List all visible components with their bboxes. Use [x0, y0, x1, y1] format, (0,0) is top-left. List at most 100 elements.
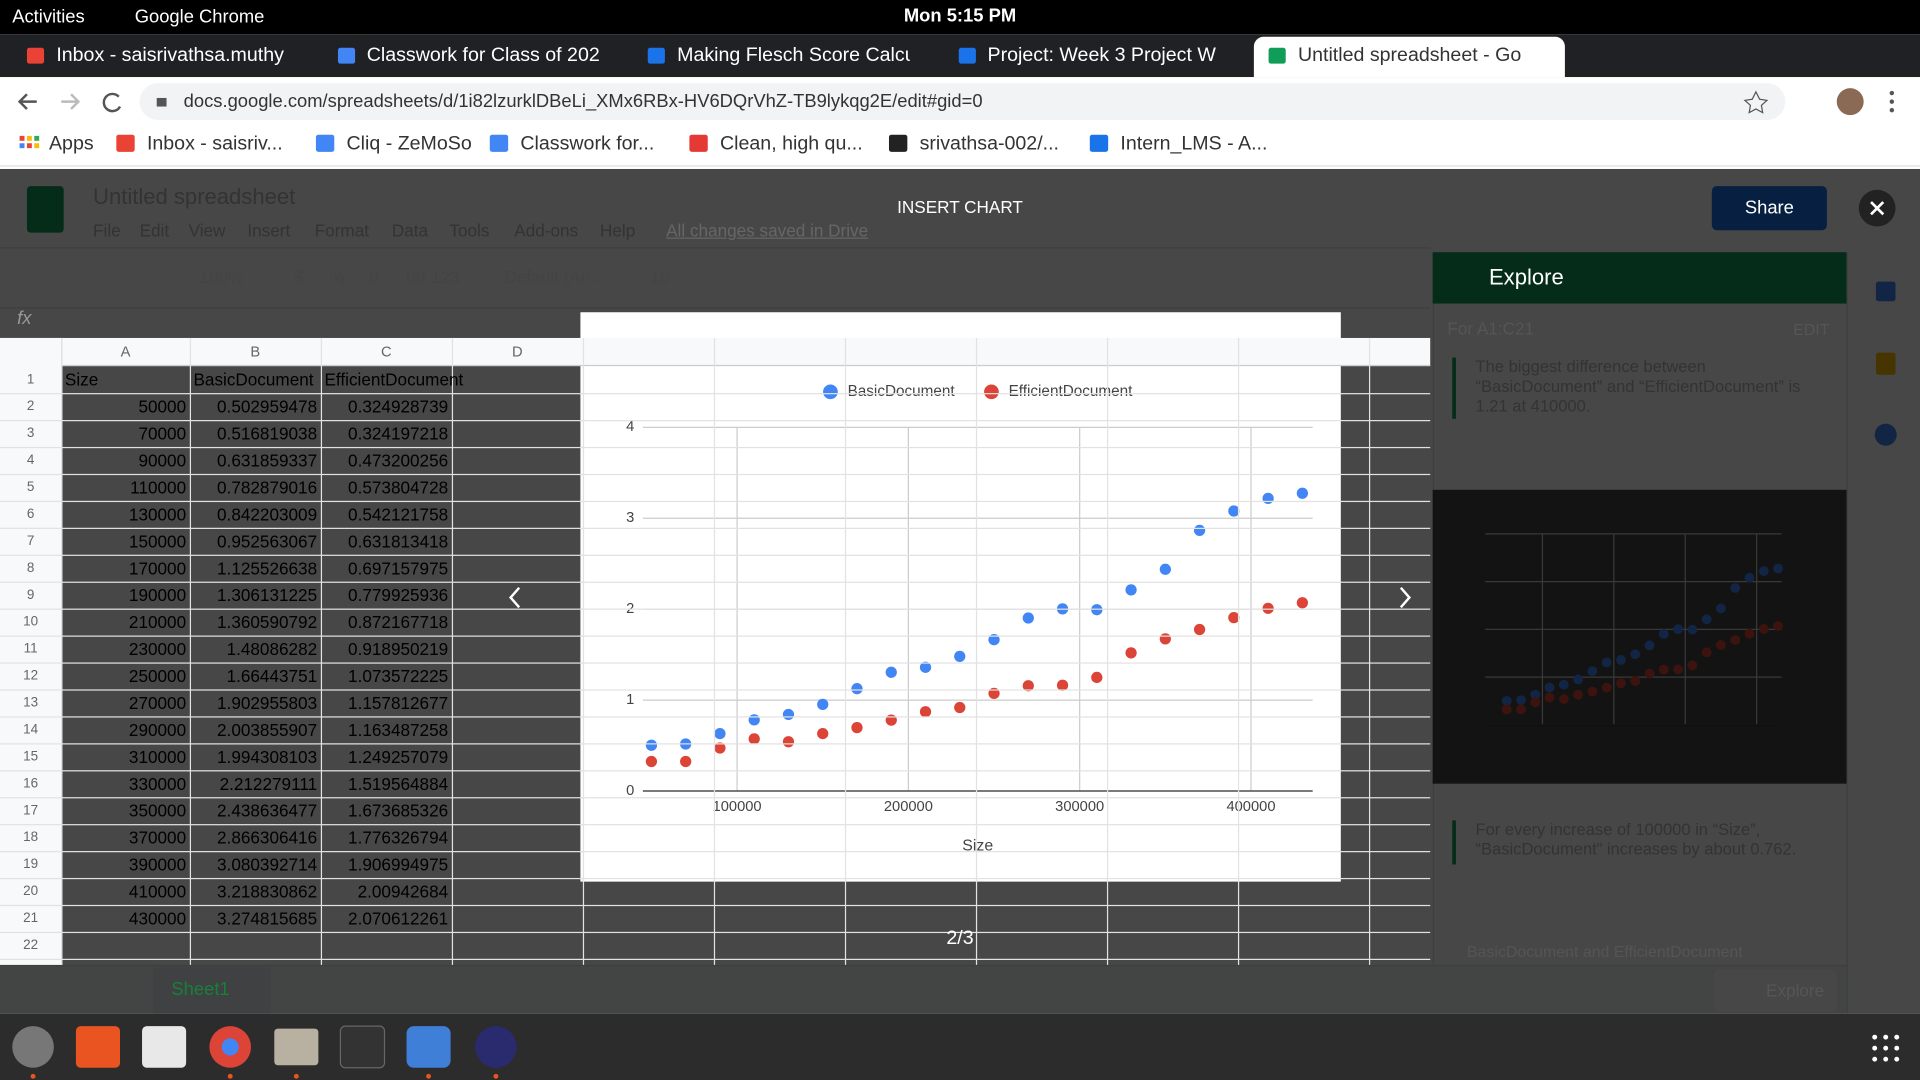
cell[interactable]: 1.306131225 [217, 585, 318, 605]
row-number[interactable]: 13 [23, 695, 39, 711]
tab-title[interactable]: Making Flesch Score Calcu [677, 45, 910, 67]
row-number[interactable]: 11 [23, 641, 38, 657]
cell[interactable]: 250000 [128, 666, 187, 686]
bookmark[interactable]: Clean, high qu... [720, 133, 863, 155]
tab-title[interactable]: Project: Week 3 Project W [987, 45, 1216, 67]
row-number[interactable]: 3 [26, 426, 35, 441]
menu-item[interactable]: Add-ons [514, 220, 579, 240]
cell[interactable]: 0.473200256 [348, 450, 449, 471]
cell[interactable]: 1.519564884 [348, 773, 449, 794]
cell[interactable]: 1.125526638 [217, 558, 318, 578]
row-number[interactable]: 8 [26, 560, 35, 576]
explore-edit[interactable]: EDIT [1793, 320, 1830, 339]
tab-title[interactable]: Classwork for Class of 202 [366, 45, 600, 67]
tab-title[interactable]: Untitled spreadsheet - Go [1297, 45, 1522, 67]
row-number[interactable]: 12 [23, 668, 39, 684]
cell[interactable]: 150000 [128, 531, 187, 552]
omnibox[interactable] [139, 83, 1786, 120]
cell[interactable]: 2.00942684 [357, 881, 449, 902]
url[interactable]: docs.google.com/spreadsheets/d/1i82lzurk… [183, 91, 983, 113]
cell[interactable]: 270000 [128, 693, 187, 713]
share-label[interactable]: Share [1744, 197, 1794, 219]
cell[interactable]: EfficientDocument [324, 369, 464, 390]
cell[interactable]: 1.994308103 [217, 746, 318, 767]
cell[interactable]: 350000 [128, 800, 187, 821]
cell[interactable]: 0.697157975 [348, 558, 449, 578]
row-number[interactable]: 16 [23, 776, 39, 792]
cell[interactable]: 290000 [128, 720, 187, 740]
cell[interactable]: 0.324197218 [348, 423, 449, 444]
cell[interactable]: 370000 [128, 827, 187, 848]
cell[interactable]: 1.48086282 [226, 639, 318, 659]
cell[interactable]: 230000 [128, 639, 187, 659]
row-number[interactable]: 5 [26, 480, 35, 495]
menu-item[interactable]: Insert [247, 220, 291, 240]
cell[interactable]: 1.902955803 [217, 693, 318, 713]
cell[interactable]: 0.631859337 [217, 450, 318, 471]
cell[interactable]: 0.631813418 [348, 531, 449, 552]
menu-item[interactable]: Format [314, 220, 369, 240]
cell[interactable]: 210000 [128, 612, 187, 632]
toolbar-item[interactable]: 123 [431, 266, 460, 287]
doc-title[interactable]: Untitled spreadsheet [93, 184, 296, 209]
toolbar-item[interactable]: .0 [364, 266, 380, 287]
menu-item[interactable]: Help [600, 220, 636, 240]
toolbar-item[interactable]: .00 [401, 266, 426, 287]
row-number[interactable]: 9 [26, 587, 35, 603]
cell[interactable]: 2.003855907 [217, 720, 318, 740]
menu-item[interactable]: View [188, 220, 226, 240]
clock[interactable]: Mon 5:15 PM [903, 5, 1017, 27]
toolbar-item[interactable]: % [329, 266, 345, 287]
row-number[interactable]: 18 [23, 830, 39, 845]
app-menu[interactable]: Google Chrome [134, 6, 265, 28]
cell[interactable]: 0.952563067 [217, 531, 318, 552]
cell[interactable]: 410000 [128, 881, 187, 902]
cell[interactable]: 2.212279111 [219, 773, 318, 794]
column-header[interactable]: A [120, 342, 131, 360]
cell[interactable]: 0.779925936 [348, 585, 449, 605]
cell[interactable]: 0.502959478 [217, 396, 318, 417]
bookmark[interactable]: Cliq - ZeMoSo [346, 133, 472, 155]
toolbar-item[interactable]: $ [293, 266, 304, 287]
cell[interactable]: 110000 [130, 477, 187, 498]
bookmark[interactable]: Inbox - saisriv... [146, 133, 283, 155]
cell[interactable]: 190000 [128, 585, 187, 605]
cell[interactable]: Size [64, 369, 99, 390]
row-number[interactable]: 19 [23, 857, 39, 872]
cell[interactable]: 390000 [128, 854, 187, 875]
cell[interactable]: 330000 [128, 773, 187, 794]
active-tab[interactable] [1253, 36, 1565, 78]
column-header[interactable]: D [512, 342, 523, 360]
row-number[interactable]: 6 [26, 506, 35, 522]
toolbar-item[interactable]: 100% [199, 266, 244, 287]
cell[interactable]: 2.866306416 [217, 827, 318, 848]
cell[interactable]: 310000 [128, 746, 187, 767]
cell[interactable]: 1.673685326 [348, 800, 449, 821]
row-number[interactable]: 22 [23, 937, 39, 953]
row-number[interactable]: 4 [26, 453, 35, 468]
row-number[interactable]: 21 [23, 911, 39, 926]
bookmark[interactable]: Apps [48, 133, 94, 155]
cell[interactable]: 0.872167718 [348, 612, 449, 632]
cell[interactable]: 1.66443751 [226, 666, 318, 686]
tab-title[interactable]: Inbox - saisrivathsa.muthy [56, 45, 284, 67]
cell[interactable]: 430000 [128, 908, 187, 929]
cell[interactable]: 1.776326794 [348, 827, 449, 848]
bookmark[interactable]: srivathsa-002/... [919, 133, 1059, 155]
toolbar-item[interactable]: 10 [650, 266, 670, 287]
column-header[interactable]: C [381, 342, 392, 360]
toolbar-item[interactable]: Default (Ari... [504, 266, 605, 287]
cell[interactable]: 0.516819038 [217, 423, 318, 444]
cell[interactable]: 0.918950219 [348, 639, 449, 659]
cell[interactable]: BasicDocument [193, 369, 314, 390]
cell[interactable]: 1.073572225 [348, 666, 449, 686]
bookmark[interactable]: Intern_LMS - A... [1120, 133, 1268, 155]
cell[interactable]: 1.360590792 [217, 612, 318, 632]
cell[interactable]: 3.080392714 [217, 854, 318, 875]
sheet-tab-label[interactable]: Sheet1 [171, 978, 230, 1000]
cell[interactable]: 1.249257079 [348, 746, 449, 767]
menu-item[interactable]: Data [391, 220, 429, 240]
row-number[interactable]: 14 [23, 722, 39, 738]
cell[interactable]: 170000 [128, 558, 187, 578]
cell[interactable]: 90000 [138, 450, 187, 471]
